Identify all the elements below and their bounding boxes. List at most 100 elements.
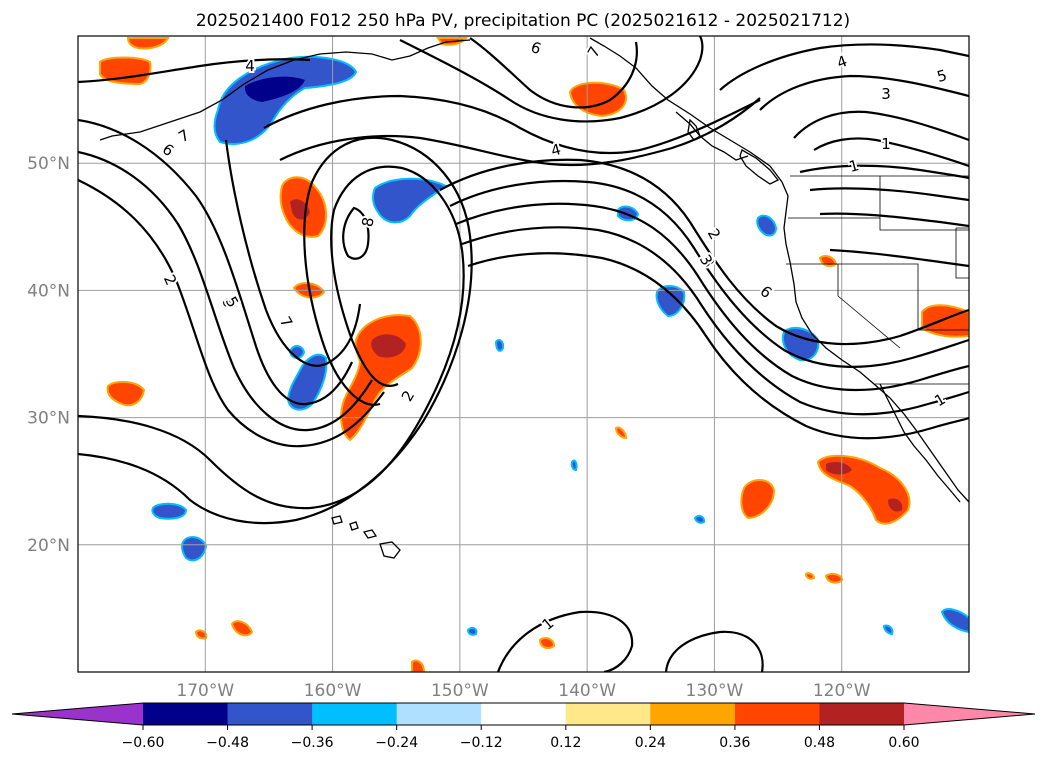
precip-negative-california: [782, 326, 820, 362]
pv-contour-northeast-b: [759, 74, 969, 111]
colorbar-extend-min: [12, 703, 143, 725]
pv-contour-outer-2: [78, 136, 473, 525]
pv-contour-trough-east-3: [455, 202, 969, 392]
precip-negative-hawaii-west: [151, 502, 188, 520]
border-idaho: [879, 218, 969, 231]
figure-title: 2025021400 F012 250 hPa PV, precipitatio…: [196, 11, 850, 31]
precip-positive-west: [106, 380, 146, 407]
colorbar-box: [481, 703, 567, 725]
border-nevada-east: [955, 227, 969, 279]
colorbar-box: [396, 703, 482, 725]
colorbar-box: [227, 703, 313, 725]
precip-negative-southeast: [940, 608, 969, 634]
pv-contour-label: 3: [881, 85, 891, 103]
colorbar-extend-max: [904, 703, 1035, 725]
lon-label: 150°W: [431, 681, 489, 701]
pv-contour-northeast-c: [793, 110, 969, 142]
pv-contour-trough-east-1: [439, 158, 969, 346]
pv-contour-label: 4: [245, 57, 255, 75]
colorbar-box: [734, 703, 820, 725]
pv-contour-northeast-e: [799, 164, 969, 180]
pv-contour-northeast-h: [829, 248, 969, 268]
precip-positive-baja-core: [826, 462, 852, 475]
precip-positive-nevada: [921, 304, 969, 338]
pv-contour-outer-1: [78, 165, 465, 510]
pv-contour-inner-7: [224, 139, 362, 367]
pv-contour-trough-east-2: [449, 179, 969, 368]
precip-negative-small-d: [693, 514, 706, 524]
lat-label: 40°N: [27, 281, 70, 301]
precip-negative-center-north: [372, 177, 448, 224]
lon-label: 130°W: [686, 681, 744, 701]
longitude-labels: 170°W 160°W 150°W 140°W 130°W 120°W: [176, 681, 870, 701]
pv-contour-south-1b: [664, 630, 764, 672]
coastline-pnw: [781, 181, 969, 503]
precip-negative-small-b: [494, 339, 505, 352]
precip-positive-small-i: [804, 572, 816, 580]
pv-contour-ridge-a: [263, 94, 761, 155]
pv-contour-northeast-g: [819, 212, 969, 228]
lat-label: 30°N: [27, 409, 70, 429]
pv-contour-northeast-f: [809, 187, 969, 202]
coastline-southeast-alaska: [589, 37, 783, 183]
pv-contour-northeast-d: [813, 137, 969, 168]
precip-positive-northwest: [99, 56, 152, 86]
precip-positive-south-b: [824, 572, 844, 584]
coastline-baja-west: [879, 383, 961, 503]
colorbar-box: [312, 703, 398, 725]
pv-contour-label: 1: [881, 135, 891, 153]
colorbar-tick-label: 0.36: [719, 735, 750, 751]
precip-positive-small-g: [194, 629, 208, 640]
lat-label: 20°N: [27, 536, 70, 556]
hawaii-island-big: [379, 541, 401, 559]
colorbar-box: [650, 703, 736, 725]
colorbar-tick-label: 0.48: [804, 735, 835, 751]
precip-positive-south-d: [538, 637, 556, 649]
precip-negative-small-e: [466, 626, 478, 636]
pv-contour-south-1a: [496, 610, 634, 672]
precip-positive-baja-core-b: [888, 498, 903, 512]
pv-contour-mid-4: [78, 150, 373, 432]
colorbar-tick-label: −0.60: [122, 735, 165, 751]
precip-positive-south-c: [230, 620, 254, 637]
latitude-labels: 50°N 40°N 30°N 20°N: [27, 154, 70, 556]
pv-contour-inner-8: [342, 206, 370, 260]
colorbar-tick-label: −0.48: [206, 735, 249, 751]
precip-negative-south-west: [181, 536, 208, 562]
colorbar-box: [143, 703, 229, 725]
coastline-alaska-peninsula: [99, 51, 373, 141]
colorbar: −0.60 −0.48 −0.36 −0.24 −0.12 0.12 0.24 0.36 0.4…: [11, 702, 1036, 751]
precip-positive-center-core: [371, 334, 406, 358]
precip-negative-oregon: [756, 214, 778, 237]
coastlines: [99, 37, 969, 559]
hawaii-island-maui: [362, 529, 378, 539]
pv-contour-trough-east-4: [461, 226, 969, 416]
lon-label: 120°W: [813, 681, 871, 701]
lon-label: 140°W: [558, 681, 616, 701]
pv-contours: [78, 36, 969, 672]
colorbar-box: [565, 703, 651, 725]
lat-label: 50°N: [27, 154, 70, 174]
pv-contour-ridge-d: [469, 37, 638, 109]
pv-contour-trough-east-5: [467, 252, 969, 440]
colorbar-tick-label: −0.12: [460, 735, 503, 751]
lon-label: 160°W: [304, 681, 362, 701]
pv-contour-ridge-b: [279, 97, 761, 167]
precip-negative-center: [655, 285, 686, 318]
precip-negative-small-f: [882, 624, 894, 636]
pv-contour-top-4: [78, 58, 311, 84]
lon-label: 170°W: [176, 681, 234, 701]
pv-contour-mid-3: [78, 179, 385, 448]
map-frame: [77, 35, 970, 673]
border-california-oregon: [786, 263, 969, 331]
precip-positive-small-h: [614, 426, 628, 440]
colorbar-tick-label: 0.24: [635, 735, 666, 751]
border-california-nevada: [837, 264, 901, 349]
precip-positive-top-left: [126, 37, 170, 50]
coastline-bc-islands: [675, 111, 749, 161]
colorbar-tick-label: 0.60: [888, 735, 919, 751]
precip-negative-alaska-core: [244, 76, 305, 102]
precip-positive-south-e: [411, 659, 426, 672]
hawaii-island-kauai: [331, 515, 343, 525]
